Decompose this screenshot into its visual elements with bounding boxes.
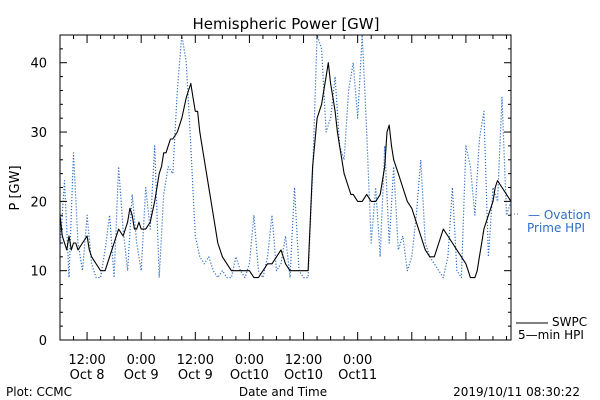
x-tick-label-date: Oct 9 [178,368,213,383]
y-tick-label: 40 [30,57,47,72]
x-tick-label-time: 0:00 [127,353,156,368]
y-tick-label: 0 [39,334,47,349]
x-tick-label-time: 0:00 [343,353,372,368]
legend-swpc-line1: SWPC [552,315,587,329]
x-tick-label-date: Oct11 [338,368,377,383]
x-tick-label-time: 0:00 [235,353,264,368]
series-line-ovation-prime-hpi [60,35,511,279]
x-tick-label-date: Oct10 [284,368,323,383]
x-tick-label-date: Oct 8 [70,368,105,383]
y-tick-label: 10 [30,265,47,280]
x-axis-label: Date and Time [239,385,327,399]
y-axis: 0 10 20 30 40 [30,34,511,349]
plot-frame [59,34,512,341]
x-tick-label-date: Oct 9 [124,368,159,383]
chart-title: Hemispheric Power [GW] [193,15,380,33]
legend-ovation-line2: Prime HPI [527,221,585,235]
y-tick-label: 20 [30,195,47,210]
series-layer [60,35,511,279]
legend-swpc-line2: 5—min HPI [518,328,584,342]
x-tick-label-time: 12:00 [68,353,105,368]
x-tick-label-time: 12:00 [285,353,322,368]
x-tick-label-time: 12:00 [177,353,214,368]
y-axis-label: P [GW] [8,165,23,210]
y-tick-label: 30 [30,126,47,141]
x-tick-label-date: Oct10 [230,368,269,383]
plot-timestamp: 2019/10/11 08:30:22 [453,385,580,399]
plot-credit: Plot: CCMC [6,385,72,399]
legend-ovation-line1: — Ovation [528,208,591,222]
series-line-swpc-5-min-hpi [60,62,511,279]
